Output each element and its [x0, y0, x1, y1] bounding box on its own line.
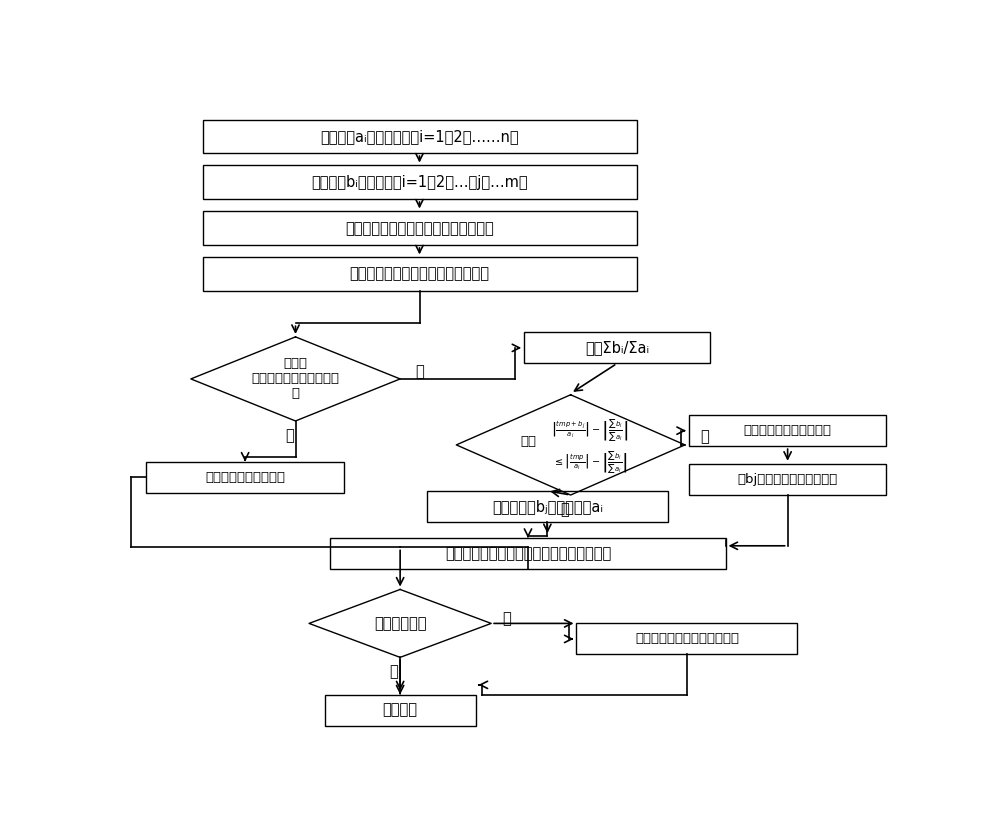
FancyBboxPatch shape: [524, 333, 710, 364]
Text: 将节点和任务一一对应: 将节点和任务一一对应: [205, 470, 285, 484]
FancyBboxPatch shape: [202, 212, 637, 245]
FancyBboxPatch shape: [146, 462, 344, 493]
Text: 设定节点aᵢ的运算能力（i=1，2，……n）: 设定节点aᵢ的运算能力（i=1，2，……n）: [320, 129, 519, 144]
Text: 将所有节点按照运算能力从大到小排列: 将所有节点按照运算能力从大到小排列: [345, 221, 494, 236]
FancyBboxPatch shape: [576, 623, 797, 654]
Text: 任务已分配完: 任务已分配完: [374, 616, 426, 631]
Text: 判断节
点个数是否不小于任务个
数: 判断节 点个数是否不小于任务个 数: [252, 358, 340, 401]
Text: 将节点加入优先队列循环分配: 将节点加入优先队列循环分配: [635, 633, 739, 645]
Text: 将节点指针指向下一节点: 将节点指针指向下一节点: [744, 424, 832, 437]
FancyBboxPatch shape: [689, 415, 886, 446]
Text: 否: 否: [415, 364, 424, 379]
Text: 将当前任务bⱼ分配到节点aᵢ: 将当前任务bⱼ分配到节点aᵢ: [492, 499, 603, 514]
Text: 是: 是: [560, 501, 569, 517]
FancyBboxPatch shape: [330, 538, 726, 569]
Text: 计算Σbᵢ/Σaᵢ: 计算Σbᵢ/Σaᵢ: [585, 340, 649, 355]
Text: 设定任务bᵢ的网格数（i=1，2，…，j，…m）: 设定任务bᵢ的网格数（i=1，2，…，j，…m）: [311, 175, 528, 190]
Text: 将所有任务按照网格数从大到小排列: 将所有任务按照网格数从大到小排列: [350, 266, 490, 281]
FancyBboxPatch shape: [202, 165, 637, 199]
Text: 将bj分配到符合条件的节点: 将bj分配到符合条件的节点: [738, 473, 838, 486]
FancyBboxPatch shape: [689, 464, 886, 495]
Polygon shape: [456, 395, 685, 495]
Text: $\left|\frac{tmp+b_j}{a_i}\right|-\left|\frac{\sum b_i}{\sum a_i}\right|$: $\left|\frac{tmp+b_j}{a_i}\right|-\left|…: [551, 417, 629, 444]
FancyBboxPatch shape: [325, 695, 476, 726]
Polygon shape: [309, 590, 491, 658]
Text: 否: 否: [700, 429, 709, 444]
Text: 判断: 判断: [520, 435, 536, 449]
FancyBboxPatch shape: [202, 119, 637, 153]
Polygon shape: [191, 337, 400, 421]
FancyBboxPatch shape: [202, 257, 637, 291]
Text: 是: 是: [285, 428, 294, 443]
Text: 否: 否: [502, 611, 511, 626]
Text: $\leq\left|\frac{tmp}{a_i}\right|-\left|\frac{\sum b_i}{\sum a_i}\right|$: $\leq\left|\frac{tmp}{a_i}\right|-\left|…: [553, 450, 627, 476]
Text: 遍历所有任务，将任务分配分配到各个节点: 遍历所有任务，将任务分配分配到各个节点: [445, 546, 611, 561]
Text: 输出结果: 输出结果: [383, 702, 418, 717]
FancyBboxPatch shape: [427, 491, 668, 522]
Text: 是: 是: [390, 664, 398, 679]
